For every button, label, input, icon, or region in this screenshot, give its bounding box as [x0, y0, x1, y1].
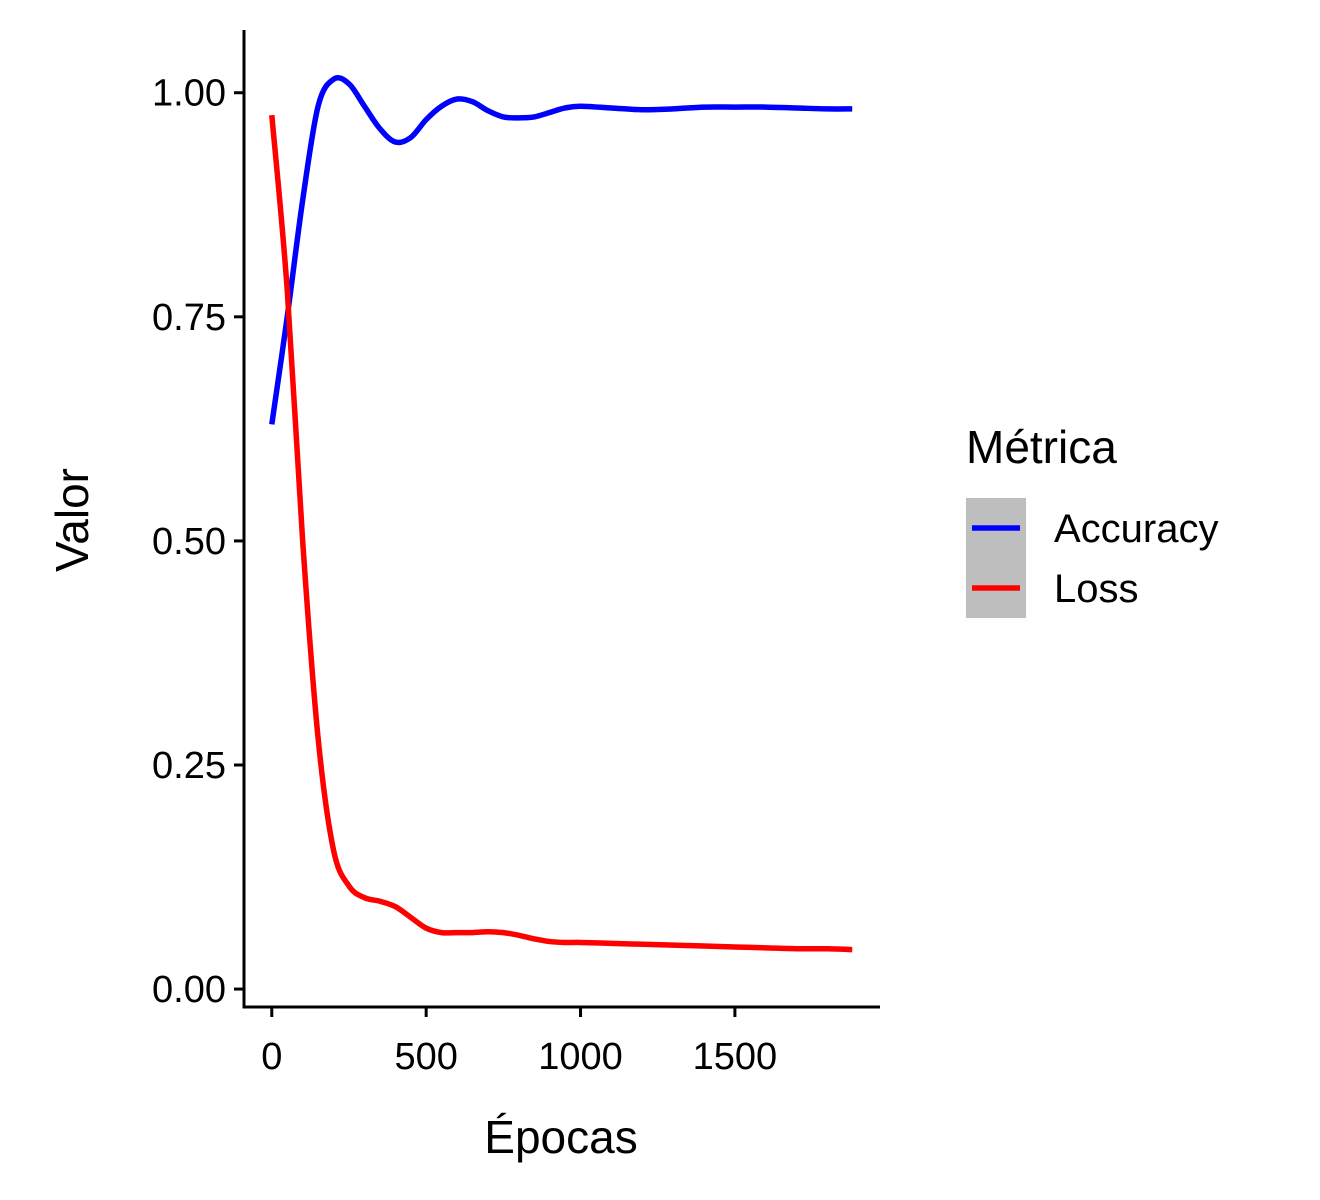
series-lines [269, 75, 853, 953]
y-tick-label: 1.00 [152, 73, 226, 115]
legend-title: Métrica [966, 421, 1117, 473]
y-tick-label: 0.50 [152, 521, 226, 563]
legend-label: Loss [1054, 567, 1139, 611]
x-tick-label: 1000 [538, 1036, 623, 1078]
y-tick-label: 0.75 [152, 297, 226, 339]
x-tick-label: 1500 [693, 1036, 778, 1078]
y-axis-title: Valor [46, 468, 98, 572]
x-tick-label: 0 [261, 1036, 282, 1078]
series-line-accuracy [269, 75, 853, 425]
series-line-loss [269, 114, 853, 953]
x-axis-title: Épocas [484, 1111, 637, 1163]
y-tick-label: 0.00 [152, 969, 226, 1011]
legend-label: Accuracy [1054, 507, 1219, 551]
axes: 0.00 0.25 0.50 0.75 1.00 0 500 1000 1500 [152, 30, 880, 1078]
x-tick-label: 500 [394, 1036, 457, 1078]
legend: Métrica Accuracy Loss [966, 421, 1219, 618]
y-tick-label: 0.25 [152, 745, 226, 787]
